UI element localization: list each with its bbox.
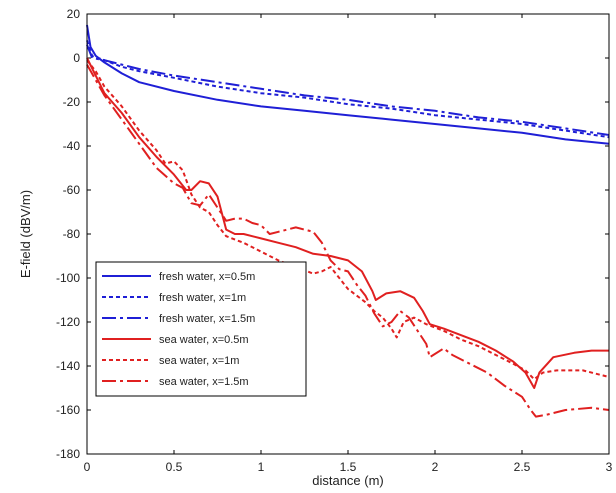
y-tick-label: 20 — [67, 7, 81, 21]
series-line-1 — [86, 24, 610, 145]
x-tick-label: 1.5 — [340, 460, 357, 474]
x-tick-label: 2 — [432, 460, 439, 474]
y-tick-label: -160 — [56, 403, 80, 417]
series-line-4 — [86, 57, 609, 389]
y-tick-label: -120 — [56, 315, 80, 329]
y-tick-label: -180 — [56, 447, 80, 461]
x-tick-label: 1 — [258, 460, 265, 474]
y-axis-title: E-field (dBV/m) — [18, 190, 33, 278]
legend-label-4: sea water, x=0.5m — [159, 334, 249, 346]
series-line-2 — [86, 40, 610, 139]
legend-label-3: fresh water, x=1.5m — [159, 313, 255, 325]
x-axis-title: distance (m) — [312, 473, 384, 488]
legend-label-6: sea water, x=1.5m — [159, 376, 249, 388]
series-line-6 — [86, 64, 610, 418]
series-layer — [86, 24, 610, 418]
legend-label-1: fresh water, x=0.5m — [159, 271, 255, 283]
legend-label-5: sea water, x=1m — [159, 355, 239, 367]
x-tick-label: 0.5 — [166, 460, 183, 474]
y-tick-label: -100 — [56, 271, 80, 285]
series-line-5 — [86, 59, 610, 381]
tick-layer: 0 0.5 1 1.5 2 2.5 3 20 0 -20 -40 -60 -80 -100 -120 -140… — [56, 7, 613, 474]
legend: fresh water, x=0.5m fresh water, x=1m fres… — [95, 261, 307, 397]
y-tick-label: -60 — [63, 183, 81, 197]
y-tick-label: -40 — [63, 139, 81, 153]
legend-label-2: fresh water, x=1m — [159, 292, 246, 304]
x-tick-label: 0 — [84, 460, 91, 474]
x-tick-label: 2.5 — [514, 460, 531, 474]
y-tick-label: -140 — [56, 359, 80, 373]
plot-frame — [86, 13, 610, 455]
y-tick-label: 0 — [73, 51, 80, 65]
y-tick-label: -20 — [63, 95, 81, 109]
x-tick-label: 3 — [606, 460, 613, 474]
series-line-3 — [86, 44, 610, 136]
legend-box — [95, 261, 307, 397]
y-tick-label: -80 — [63, 227, 81, 241]
